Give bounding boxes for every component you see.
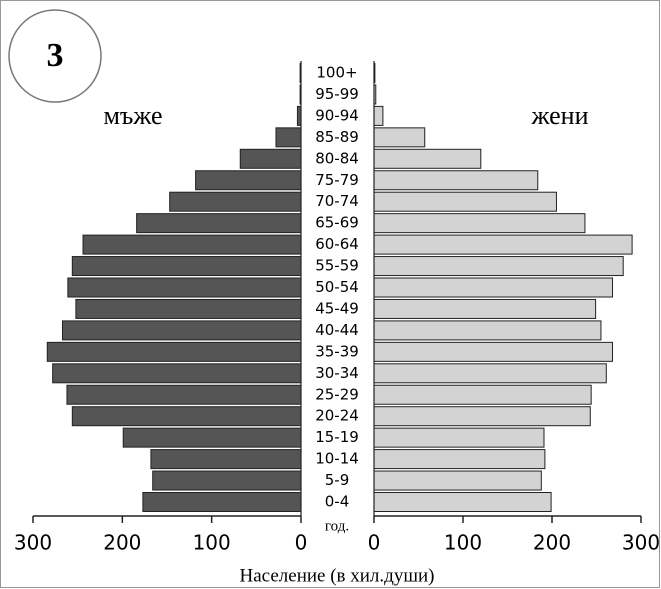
- x-tick-label: 100: [444, 531, 482, 555]
- category-label: 35-39: [315, 342, 359, 360]
- bar: [373, 170, 539, 191]
- bar: [373, 213, 586, 234]
- legend-label: жени: [531, 101, 589, 130]
- bar: [373, 427, 545, 448]
- bar: [82, 234, 302, 255]
- bar: [373, 320, 602, 341]
- x-tick-label: 300: [14, 531, 52, 555]
- category-label: 15-19: [315, 428, 359, 446]
- bar: [71, 256, 302, 277]
- bar: [52, 363, 302, 384]
- category-label: 60-64: [315, 235, 359, 253]
- category-label: 25-29: [315, 385, 359, 403]
- bar: [75, 298, 302, 319]
- bar: [373, 470, 542, 491]
- category-label: 70-74: [315, 192, 359, 210]
- bar: [195, 170, 302, 191]
- bar: [122, 427, 302, 448]
- category-label: 10-14: [315, 450, 359, 468]
- bar: [142, 492, 302, 512]
- category-label: 85-89: [315, 128, 359, 146]
- category-label: 0-4: [325, 493, 350, 511]
- bar: [373, 148, 482, 169]
- bar: [373, 341, 614, 362]
- badge-circle: [8, 9, 102, 103]
- category-label: 45-49: [315, 299, 359, 317]
- category-label: 50-54: [315, 278, 359, 296]
- bar: [275, 127, 302, 148]
- bar: [66, 384, 302, 405]
- bar: [46, 341, 302, 362]
- bar: [239, 148, 302, 169]
- x-tick-label: 100: [193, 531, 231, 555]
- bar: [373, 256, 624, 277]
- category-label: 80-84: [315, 149, 359, 167]
- category-label: 95-99: [315, 85, 359, 103]
- bar: [71, 406, 302, 427]
- category-label: 5-9: [325, 471, 350, 489]
- category-label: 100+: [316, 64, 357, 82]
- x-tick-label: 300: [622, 531, 660, 555]
- bar: [373, 105, 384, 126]
- bar: [373, 191, 557, 212]
- x-tick-label: 0: [295, 531, 308, 555]
- x-tick-label: 0: [368, 531, 381, 555]
- x-tick-label: 200: [533, 531, 571, 555]
- x-axis-label: Население (в хил.души): [240, 565, 435, 586]
- bar: [152, 470, 302, 491]
- legend-label: мъже: [103, 101, 162, 130]
- bar: [373, 363, 607, 384]
- category-label: 90-94: [315, 106, 359, 124]
- bar: [67, 277, 302, 298]
- bar: [373, 449, 546, 470]
- badge: 3: [47, 37, 64, 74]
- bar: [373, 277, 614, 298]
- category-label: 55-59: [315, 257, 359, 275]
- category-label: 20-24: [315, 407, 359, 425]
- category-axis-label: год.: [325, 518, 349, 534]
- category-label: 65-69: [315, 214, 359, 232]
- bar: [373, 234, 633, 255]
- bar: [373, 492, 552, 512]
- x-tick-label: 200: [103, 531, 141, 555]
- bar: [373, 406, 591, 427]
- bar: [136, 213, 302, 234]
- category-label: 75-79: [315, 171, 359, 189]
- bar: [61, 320, 302, 341]
- bar: [150, 449, 302, 470]
- bar: [169, 191, 302, 212]
- bar: [373, 384, 592, 405]
- bar: [373, 298, 597, 319]
- bar: [373, 127, 426, 148]
- category-label: 30-34: [315, 364, 359, 382]
- category-label: 40-44: [315, 321, 359, 339]
